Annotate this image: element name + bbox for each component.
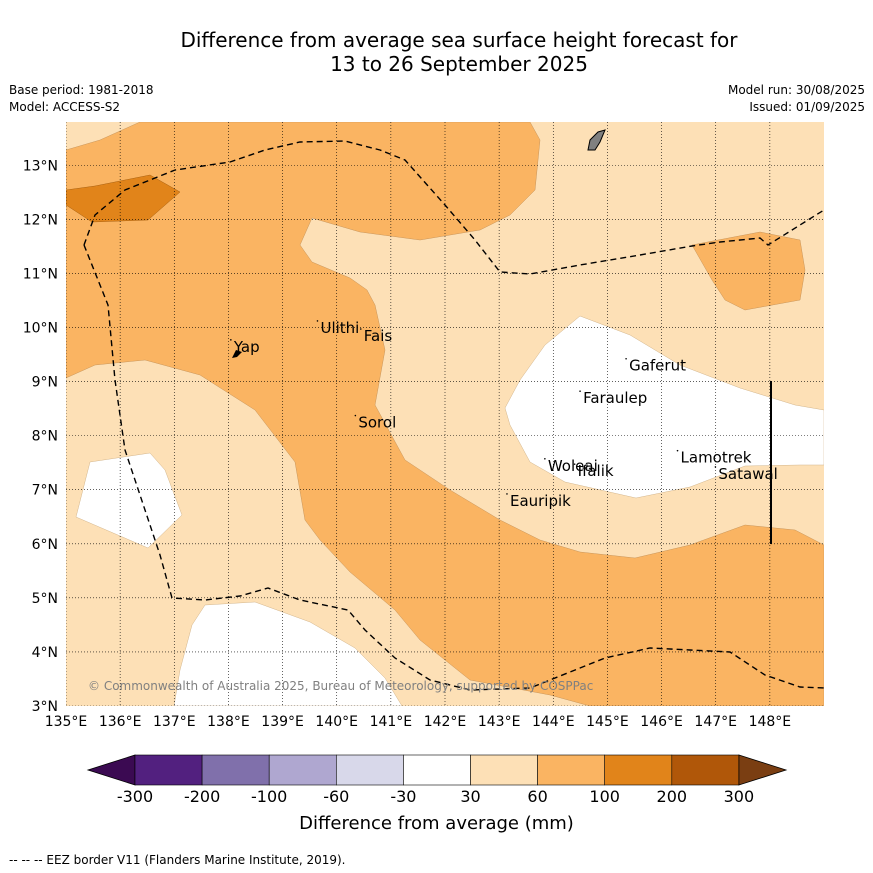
lat-tick-label: 4°N xyxy=(32,645,58,661)
colorbar-cell xyxy=(335,754,404,786)
lon-tick-label: 147°E xyxy=(694,714,737,730)
colorbar-cell xyxy=(604,754,673,786)
place-label-sorol: Sorol xyxy=(358,414,396,432)
place-marker xyxy=(354,414,357,417)
lon-tick-label: 144°E xyxy=(532,714,575,730)
lat-tick-label: 3°N xyxy=(32,699,58,715)
map: Yap Ulithi Fais Sorol Gaferut Faraulep WoleaiI… xyxy=(23,122,824,730)
place-marker xyxy=(359,328,362,330)
colorbar-cell xyxy=(403,754,471,786)
place-label-eauripik: Eauripik xyxy=(510,492,571,510)
place-marker xyxy=(230,339,232,341)
axis-ticks: 135°E 136°E 137°E 138°E 139°E 140°E 141°E 142°E… xyxy=(23,158,791,730)
colorbar-tick-label: 30 xyxy=(460,787,481,806)
colorbar-cell xyxy=(201,754,270,786)
lat-tick-label: 6°N xyxy=(32,537,58,553)
lat-tick-label: 12°N xyxy=(23,212,58,228)
lon-tick-label: 137°E xyxy=(153,714,196,730)
chart-title-line2: 13 to 26 September 2025 xyxy=(330,52,588,76)
lat-tick-label: 10°N xyxy=(23,320,58,336)
anomaly-region-neutral-2 xyxy=(75,452,183,549)
colorbar-extend-low xyxy=(86,754,136,786)
anomaly-region-60-100 xyxy=(66,122,824,706)
place-label-gaferut: Gaferut xyxy=(629,357,686,375)
place-marker xyxy=(316,320,319,322)
lon-tick-label: 138°E xyxy=(207,714,250,730)
lon-tick-label: 141°E xyxy=(370,714,413,730)
model-name: Model: ACCESS-S2 xyxy=(9,100,121,114)
lon-tick-label: 143°E xyxy=(478,714,521,730)
issued-date: Issued: 01/09/2025 xyxy=(749,100,865,114)
colorbar-tick-label: -100 xyxy=(251,787,288,806)
lon-tick-label: 136°E xyxy=(99,714,142,730)
lon-tick-label: 140°E xyxy=(315,714,358,730)
colorbar-tick-label: -60 xyxy=(323,787,350,806)
copyright-notice: © Commonwealth of Australia 2025, Bureau… xyxy=(88,679,593,693)
lon-tick-label: 146°E xyxy=(640,714,683,730)
guam-island xyxy=(587,129,606,151)
lon-tick-label: 142°E xyxy=(424,714,467,730)
colorbar-cell xyxy=(470,754,538,786)
colorbar-tick-label: -30 xyxy=(390,787,417,806)
colorbar-cell xyxy=(671,754,740,786)
yap-island xyxy=(232,350,242,358)
place-label-fais: Fais xyxy=(364,327,393,345)
place-labels: Yap Ulithi Fais Sorol Gaferut Faraulep WoleaiI… xyxy=(230,319,778,510)
lon-tick-label: 148°E xyxy=(749,714,792,730)
place-marker xyxy=(544,457,546,460)
lat-tick-label: 7°N xyxy=(32,483,58,499)
colorbar-cell xyxy=(537,754,605,786)
lat-tick-label: 8°N xyxy=(32,429,58,445)
anomaly-region-60-100-east xyxy=(691,231,806,311)
place-marker xyxy=(579,390,581,392)
place-label-woleai: Woleai xyxy=(548,457,598,475)
place-label-faraulep: Faraulep xyxy=(583,389,647,407)
model-run: Model run: 30/08/2025 xyxy=(727,83,865,97)
eez-border xyxy=(83,140,824,275)
chart-title-line1: Difference from average sea surface heig… xyxy=(180,28,738,52)
place-marker xyxy=(625,357,627,360)
place-label-satawal: Satawal xyxy=(718,465,777,483)
colorbar xyxy=(86,754,788,786)
colorbar-cell xyxy=(268,754,337,786)
place-marker xyxy=(714,466,717,468)
colorbar-tick-label: -200 xyxy=(183,787,221,806)
eez-legend-note: -- -- -- EEZ border V11 (Flanders Marine… xyxy=(9,853,346,867)
base-period: Base period: 1981-2018 xyxy=(9,83,154,97)
place-label-ifalik: Ifalik xyxy=(578,462,614,480)
colorbar-cell xyxy=(134,754,203,786)
lat-tick-label: 13°N xyxy=(23,158,58,174)
colorbar-tick-label: 100 xyxy=(589,787,620,806)
anomaly-region-neutral-1 xyxy=(504,315,824,499)
lon-tick-label: 135°E xyxy=(45,714,88,730)
place-marker xyxy=(573,463,576,465)
anomaly-region-100-200 xyxy=(66,174,181,223)
colorbar-tick-label: 60 xyxy=(527,787,548,806)
lat-tick-label: 9°N xyxy=(32,375,58,391)
lat-tick-label: 11°N xyxy=(23,266,58,282)
lon-tick-label: 145°E xyxy=(586,714,629,730)
eez-border xyxy=(83,244,824,691)
colorbar-tick-label: -300 xyxy=(116,787,154,806)
colorbar-tick-label: 300 xyxy=(723,787,755,806)
colorbar-extend-high xyxy=(738,754,788,786)
place-marker xyxy=(506,493,508,495)
place-marker xyxy=(676,449,679,452)
place-label-ulithi: Ulithi xyxy=(320,319,359,337)
lon-tick-label: 139°E xyxy=(261,714,304,730)
place-label-yap: Yap xyxy=(233,338,260,356)
colorbar-title: Difference from average (mm) xyxy=(299,813,574,834)
colorbar-tick-label: 200 xyxy=(656,787,688,806)
place-label-lamotrek: Lamotrek xyxy=(681,449,752,467)
map-plot-area: Yap Ulithi Fais Sorol Gaferut Faraulep WoleaiI… xyxy=(66,122,824,706)
lat-tick-label: 5°N xyxy=(32,591,58,607)
